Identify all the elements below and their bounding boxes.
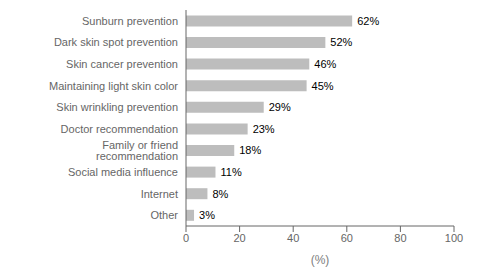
svg-text:52%: 52% — [330, 36, 352, 48]
svg-text:Internet: Internet — [141, 188, 178, 200]
svg-text:46%: 46% — [314, 58, 336, 70]
svg-text:60: 60 — [341, 232, 353, 244]
svg-text:3%: 3% — [199, 209, 215, 221]
svg-text:Doctor recommendation: Doctor recommendation — [61, 123, 178, 135]
svg-text:40: 40 — [287, 232, 299, 244]
svg-text:62%: 62% — [357, 15, 379, 27]
svg-text:Maintaining light skin color: Maintaining light skin color — [49, 80, 178, 92]
svg-text:11%: 11% — [220, 166, 241, 178]
svg-text:18%: 18% — [239, 144, 261, 156]
svg-text:23%: 23% — [253, 123, 275, 135]
svg-text:100: 100 — [445, 232, 463, 244]
svg-text:80: 80 — [394, 232, 406, 244]
svg-text:45%: 45% — [312, 80, 334, 92]
svg-text:Other: Other — [150, 209, 178, 221]
svg-text:Sunburn prevention: Sunburn prevention — [82, 15, 178, 27]
svg-text:Family or friendrecommendation: Family or friendrecommendation — [96, 139, 178, 162]
svg-text:Skin cancer prevention: Skin cancer prevention — [66, 58, 178, 70]
svg-text:8%: 8% — [212, 188, 228, 200]
svg-text:0: 0 — [183, 232, 189, 244]
svg-text:Dark skin spot prevention: Dark skin spot prevention — [54, 36, 178, 48]
svg-text:Skin wrinkling prevention: Skin wrinkling prevention — [56, 101, 178, 113]
svg-text:20: 20 — [233, 232, 245, 244]
svg-text:(%): (%) — [311, 253, 330, 267]
svg-text:29%: 29% — [269, 101, 291, 113]
svg-text:Social media influence: Social media influence — [68, 166, 178, 178]
